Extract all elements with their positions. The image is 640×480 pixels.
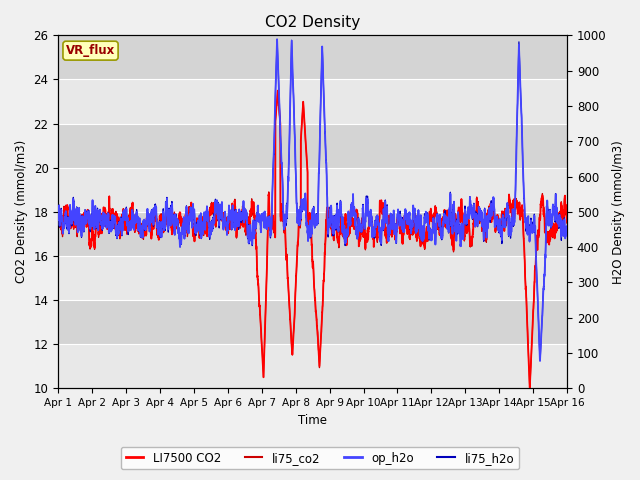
LI7500 CO2 (563, 216, 570, 221)
li75_h2o (146, 225, 154, 230)
op_h2o (563, 228, 570, 234)
li75_co2 (294, 243, 301, 249)
Bar (58, 300, 567, 344)
li75_h2o (294, 219, 301, 225)
li75_co2 (146, 214, 154, 220)
op_h2o (54, 217, 62, 223)
Y-axis label: CO2 Density (mmol/m3): CO2 Density (mmol/m3) (15, 140, 28, 284)
Line: LI7500 CO2: LI7500 CO2 (58, 91, 567, 387)
op_h2o (273, 36, 281, 42)
li75_co2 (563, 216, 570, 222)
li75_co2 (526, 385, 534, 391)
li75_h2o (399, 217, 406, 223)
li75_co2 (563, 221, 571, 227)
op_h2o (427, 226, 435, 232)
op_h2o (536, 358, 544, 364)
Line: li75_h2o: li75_h2o (58, 39, 567, 359)
op_h2o (399, 218, 406, 224)
li75_co2 (399, 240, 406, 245)
Line: li75_co2: li75_co2 (58, 91, 567, 388)
op_h2o (456, 223, 463, 228)
LI7500 CO2 (294, 245, 301, 251)
LI7500 CO2 (456, 209, 463, 215)
Title: CO2 Density: CO2 Density (265, 15, 360, 30)
li75_h2o (563, 228, 570, 234)
LI7500 CO2 (146, 213, 154, 218)
Bar (58, 80, 567, 123)
Bar (58, 168, 567, 212)
LI7500 CO2 (563, 219, 571, 225)
op_h2o (563, 223, 571, 229)
LI7500 CO2 (54, 213, 62, 219)
li75_co2 (456, 207, 463, 213)
Bar (58, 36, 567, 80)
li75_h2o (563, 224, 571, 230)
Legend: LI7500 CO2, li75_co2, op_h2o, li75_h2o: LI7500 CO2, li75_co2, op_h2o, li75_h2o (121, 447, 519, 469)
LI7500 CO2 (427, 215, 435, 221)
li75_h2o (273, 36, 281, 42)
Bar (58, 123, 567, 168)
li75_h2o (54, 218, 62, 224)
LI7500 CO2 (526, 384, 534, 390)
li75_h2o (536, 356, 544, 362)
Y-axis label: H2O Density (mmol/m3): H2O Density (mmol/m3) (612, 140, 625, 284)
op_h2o (294, 220, 301, 226)
Line: op_h2o: op_h2o (58, 39, 567, 361)
li75_h2o (427, 225, 435, 231)
Bar (58, 256, 567, 300)
li75_co2 (54, 214, 62, 219)
li75_h2o (456, 222, 463, 228)
op_h2o (146, 224, 154, 229)
LI7500 CO2 (399, 240, 406, 246)
li75_co2 (427, 216, 435, 222)
Text: VR_flux: VR_flux (66, 44, 115, 57)
Bar (58, 212, 567, 256)
LI7500 CO2 (274, 88, 282, 94)
li75_co2 (274, 88, 282, 94)
Bar (58, 344, 567, 388)
X-axis label: Time: Time (298, 414, 327, 427)
